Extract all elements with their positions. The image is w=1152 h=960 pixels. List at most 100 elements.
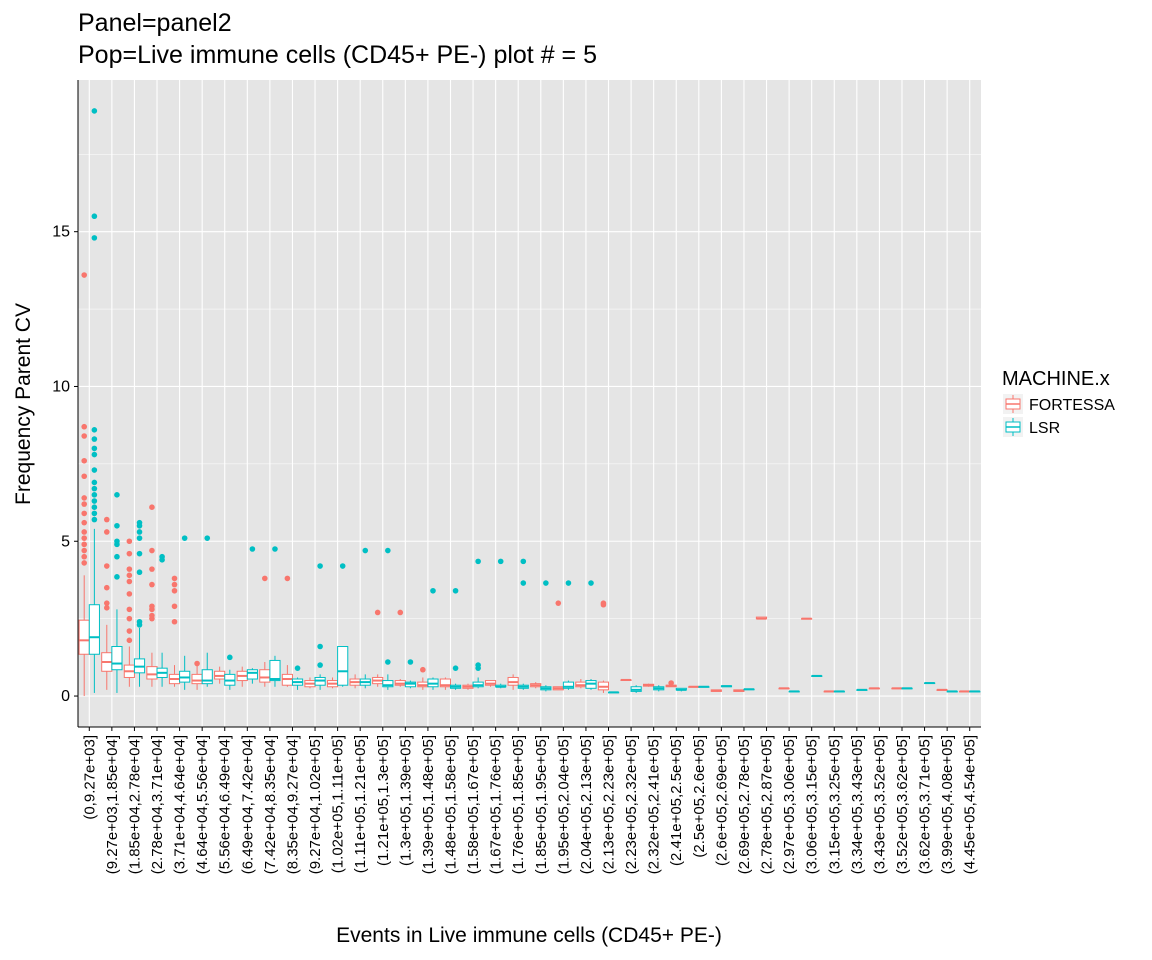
outlier-point	[91, 479, 98, 486]
outlier-point	[136, 618, 143, 625]
outlier-point	[136, 569, 143, 576]
outlier-point	[497, 558, 504, 565]
outlier-point	[294, 665, 301, 671]
box-lsr	[382, 547, 394, 690]
box-lsr	[179, 535, 191, 690]
box-fortessa	[891, 687, 903, 690]
outlier-point	[91, 436, 98, 442]
box-lsr	[969, 690, 981, 693]
box-lsr	[246, 546, 258, 684]
box-body	[439, 678, 451, 688]
outlier-point	[81, 433, 88, 439]
outlier-point	[520, 558, 527, 565]
outlier-point	[171, 587, 178, 594]
outlier-point	[136, 529, 143, 535]
outlier-point	[91, 451, 98, 458]
outlier-point	[149, 504, 155, 511]
outlier-point	[588, 580, 594, 586]
box-fortessa	[733, 689, 745, 692]
box-lsr	[946, 690, 958, 693]
x-tick-label: (2.69e+05,2.78e+05]	[736, 735, 753, 874]
box-fortessa	[530, 682, 542, 689]
box-lsr	[833, 690, 845, 693]
box-lsr	[449, 587, 462, 690]
outlier-point	[171, 618, 178, 625]
outlier-point	[249, 546, 256, 552]
box-fortessa	[304, 677, 316, 689]
box-body	[562, 681, 575, 689]
box-lsr	[653, 685, 665, 692]
outlier-point	[475, 558, 481, 565]
x-tick-label: (3.43e+05,3.52e+05]	[871, 735, 888, 874]
x-tick-label: (2.78e+05,2.87e+05]	[759, 735, 776, 874]
outlier-point	[91, 485, 98, 492]
outlier-point	[565, 580, 572, 586]
box-fortessa	[755, 616, 768, 620]
x-tick-label: (2.23e+05,2.32e+05]	[623, 735, 640, 874]
box-lsr	[427, 587, 439, 690]
x-tick-label: (2.13e+05,2.23e+05]	[601, 735, 618, 874]
x-tick-label: (1.85e+04,2.78e+04]	[126, 735, 143, 874]
outlier-point	[114, 553, 120, 560]
x-tick-label: (3.99e+05,4.08e+05]	[939, 735, 956, 874]
box-fortessa	[394, 609, 406, 687]
box-lsr	[675, 687, 687, 692]
outlier-point	[126, 550, 133, 557]
outlier-point	[81, 457, 88, 464]
outlier-point	[126, 566, 133, 572]
x-tick-label: (7.42e+04,8.35e+04]	[262, 735, 279, 874]
x-tick-label: (1.58e+05,1.67e+05]	[465, 735, 482, 874]
x-tick-label: (1.95e+05,2.04e+05]	[555, 735, 572, 874]
x-tick-label: (1.3e+05,1.39e+05]	[397, 735, 414, 866]
outlier-point	[114, 538, 120, 545]
x-tick-label: (3.34e+05,3.43e+05]	[849, 735, 866, 874]
outlier-point	[600, 600, 607, 606]
outlier-point	[149, 547, 155, 554]
box-fortessa	[801, 617, 813, 620]
x-tick-label: (9.27e+03,1.85e+04]	[104, 735, 121, 874]
box-lsr	[291, 665, 304, 690]
outlier-point	[430, 587, 436, 594]
box-body	[382, 680, 394, 688]
box-fortessa	[168, 575, 181, 687]
outlier-point	[114, 574, 120, 580]
outlier-point	[126, 591, 133, 597]
outlier-point	[181, 535, 188, 541]
box-fortessa	[101, 516, 113, 690]
x-tick-label: (1.67e+05,1.76e+05]	[488, 735, 505, 874]
box-lsr	[585, 580, 597, 690]
box-fortessa	[507, 674, 519, 690]
box-body	[269, 659, 281, 682]
box-lsr	[201, 535, 213, 687]
outlier-point	[204, 535, 211, 541]
legend-title: MACHINE.x	[1002, 368, 1110, 390]
outlier-point	[171, 603, 178, 610]
outlier-point	[126, 578, 133, 585]
outlier-point	[81, 519, 88, 526]
outlier-point	[136, 550, 143, 557]
x-tick-label: (3.52e+05,3.62e+05]	[894, 735, 911, 874]
outlier-point	[149, 581, 155, 588]
box-fortessa	[620, 678, 632, 681]
x-tick-label: (8.35e+04,9.27e+04]	[284, 735, 301, 874]
x-tick-label: (2.41e+05,2.5e+05]	[668, 735, 685, 866]
box-fortessa	[349, 674, 361, 689]
x-tick-label: (1.02e+05,1.11e+05]	[330, 735, 347, 873]
outlier-point	[103, 600, 110, 606]
box-lsr	[630, 685, 642, 693]
outlier-point	[81, 495, 88, 501]
x-axis-title: Events in Live immune cells (CD45+ PE-)	[336, 924, 722, 947]
box-lsr	[517, 558, 529, 690]
y-tick-label: 5	[61, 533, 70, 550]
outlier-point	[520, 580, 527, 586]
box-lsr	[698, 685, 710, 688]
outlier-point	[149, 612, 155, 619]
outlier-point	[114, 522, 120, 529]
x-tick-label: (2.97e+05,3.06e+05]	[781, 735, 798, 874]
outlier-point	[227, 654, 233, 661]
box-lsr	[562, 580, 575, 690]
box-fortessa	[778, 687, 790, 690]
legend: MACHINE.x FORTESSA LSR	[1002, 368, 1115, 437]
y-axis-title: Frequency Parent CV	[12, 303, 35, 505]
box-body	[201, 669, 213, 685]
